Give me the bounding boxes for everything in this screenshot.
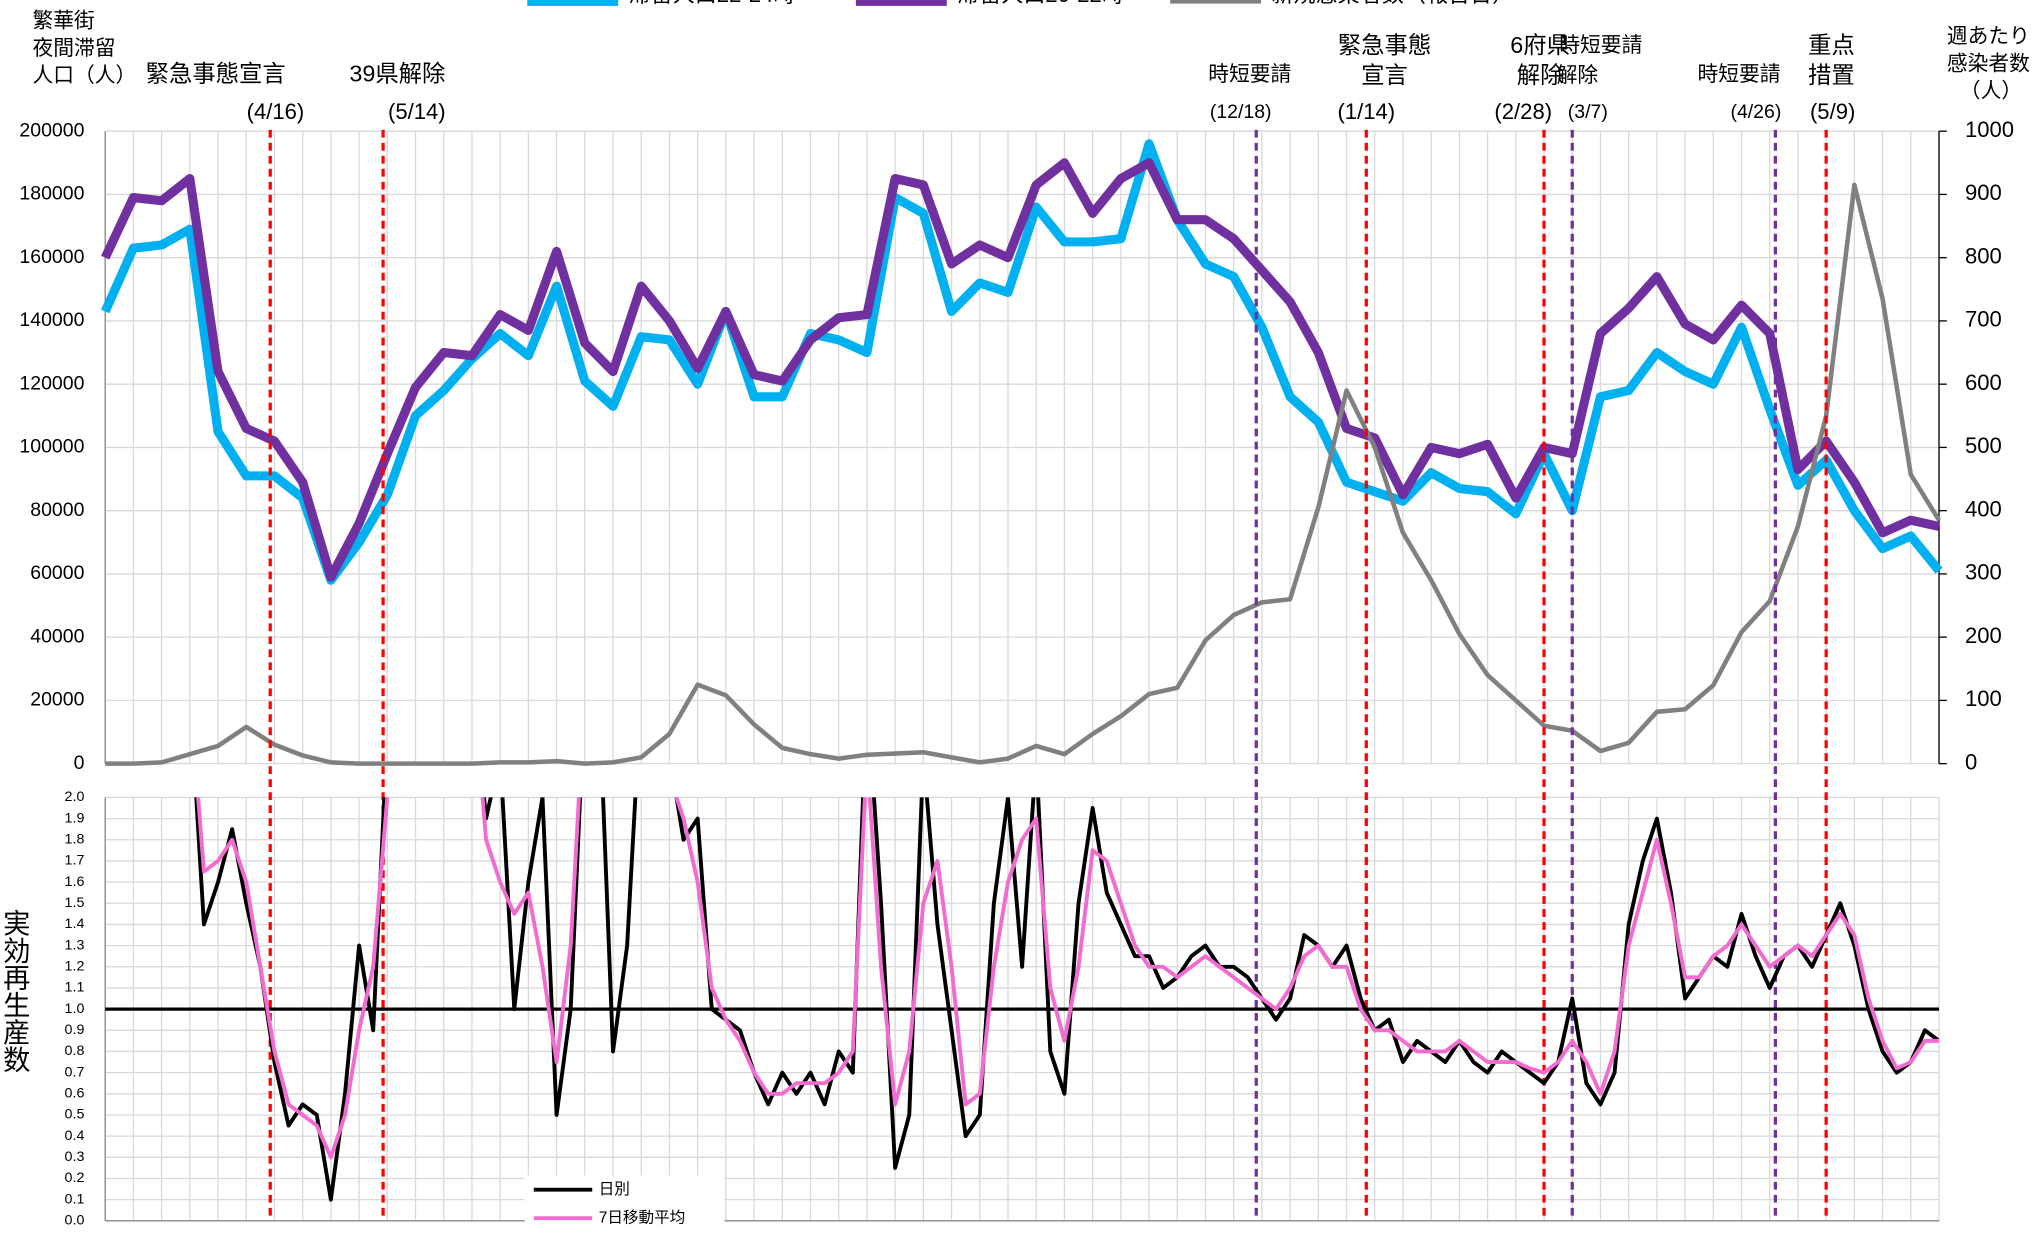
series-line	[101, 139, 1943, 585]
event-label: 解除	[1517, 62, 1564, 88]
y2-tick-label: 1000	[1965, 117, 2014, 142]
y-tick-label: 160000	[19, 246, 84, 268]
y-tick-label: 0.3	[65, 1149, 85, 1165]
y-tick-label: 0.0	[65, 1213, 85, 1229]
y-tick-label: 180000	[19, 183, 84, 205]
y2-tick-label: 200	[1965, 623, 2002, 648]
event-label: 緊急事態宣言	[146, 60, 286, 86]
y-tick-label: 2.0	[65, 789, 85, 805]
event-date: (2/28)	[1494, 99, 1552, 124]
y-tick-label: 1.5	[65, 895, 85, 911]
y-axis-label: 繁華街	[32, 10, 94, 33]
y2-tick-label: 900	[1965, 180, 2002, 205]
y-tick-label: 0.2	[65, 1170, 85, 1186]
y-tick-label: 1.1	[65, 980, 85, 996]
y-tick-label: 0	[74, 752, 85, 774]
y-tick-label: 1.0	[65, 1001, 85, 1017]
y-tick-label: 80000	[30, 499, 84, 521]
y2-tick-label: 800	[1965, 243, 2002, 268]
series-line	[196, 797, 1940, 1160]
event-date: (12/18)	[1210, 101, 1272, 123]
y-tick-label: 0.8	[65, 1043, 85, 1059]
y2-tick-label: 0	[1965, 749, 1977, 774]
event-date: (4/16)	[247, 99, 305, 124]
event-label: 宣言	[1361, 62, 1408, 88]
event-label: 時短要請	[1559, 34, 1642, 57]
series-line	[194, 797, 1940, 1202]
y2-axis-label: 感染者数	[1947, 52, 2030, 75]
event-label: 時短要請	[1208, 63, 1291, 86]
y-tick-label: 1.7	[65, 853, 85, 869]
y-tick-label: 140000	[19, 309, 84, 331]
event-label: 6府県	[1510, 32, 1570, 58]
y-tick-label: 100000	[19, 436, 84, 458]
y-tick-label: 0.1	[65, 1191, 85, 1207]
legend-label: 新規感染者数（報告日）	[1271, 0, 1514, 7]
y2-tick-label: 400	[1965, 496, 2002, 521]
event-label: 時短要請	[1697, 63, 1780, 86]
y-tick-label: 40000	[30, 625, 84, 647]
legend-label: 滞留人口20-22時	[957, 0, 1124, 7]
legend-label: 日別	[599, 1180, 630, 1198]
event-date: (1/14)	[1337, 99, 1395, 124]
event-date: (4/26)	[1730, 101, 1781, 123]
event-label: 39県解除	[349, 60, 445, 86]
y-tick-label: 0.7	[65, 1064, 85, 1080]
y-tick-label: 20000	[30, 689, 84, 711]
y2-tick-label: 500	[1965, 433, 2002, 458]
y-tick-label: 0.9	[65, 1022, 85, 1038]
event-label: 緊急事態	[1338, 32, 1431, 58]
series-line	[105, 182, 1941, 766]
y2-tick-label: 700	[1965, 307, 2002, 332]
y-tick-label: 200000	[19, 119, 84, 141]
y2-tick-label: 300	[1965, 560, 2002, 585]
event-date: (5/9)	[1810, 99, 1855, 124]
y-tick-label: 1.9	[65, 810, 85, 826]
y-axis-label: 夜間滞留	[32, 37, 115, 60]
y-tick-label: 60000	[30, 562, 84, 584]
y-tick-label: 1.4	[65, 916, 85, 932]
event-label: 重点	[1808, 32, 1855, 58]
y-tick-label: 1.2	[65, 959, 85, 975]
marks	[101, 129, 1943, 1221]
y-tick-label: 0.6	[65, 1086, 85, 1102]
event-label: 措置	[1808, 62, 1855, 88]
legend-label: 滞留人口22-24時	[629, 0, 796, 7]
event-date: (3/7)	[1568, 101, 1608, 123]
y2-axis-label: （人）	[1960, 80, 2022, 103]
y-tick-label: 1.8	[65, 832, 85, 848]
y-tick-label: 120000	[19, 372, 84, 394]
y-tick-label: 1.6	[65, 874, 85, 890]
y-axis-label: 実効再生産数	[0, 909, 30, 1073]
y-tick-label: 1.3	[65, 937, 85, 953]
legend-label: 7日移動平均	[599, 1208, 686, 1226]
y2-tick-label: 600	[1965, 370, 2002, 395]
event-label: 解除	[1557, 64, 1599, 87]
y-axis-label: 人口（人）	[32, 64, 136, 87]
y-tick-label: 0.5	[65, 1107, 85, 1123]
y-tick-label: 0.4	[65, 1128, 85, 1144]
series-line	[101, 158, 1941, 582]
y2-tick-label: 100	[1965, 686, 2002, 711]
y2-axis-label: 週あたり	[1947, 25, 2030, 48]
event-date: (5/14)	[388, 99, 446, 124]
legend-box	[524, 1175, 725, 1239]
